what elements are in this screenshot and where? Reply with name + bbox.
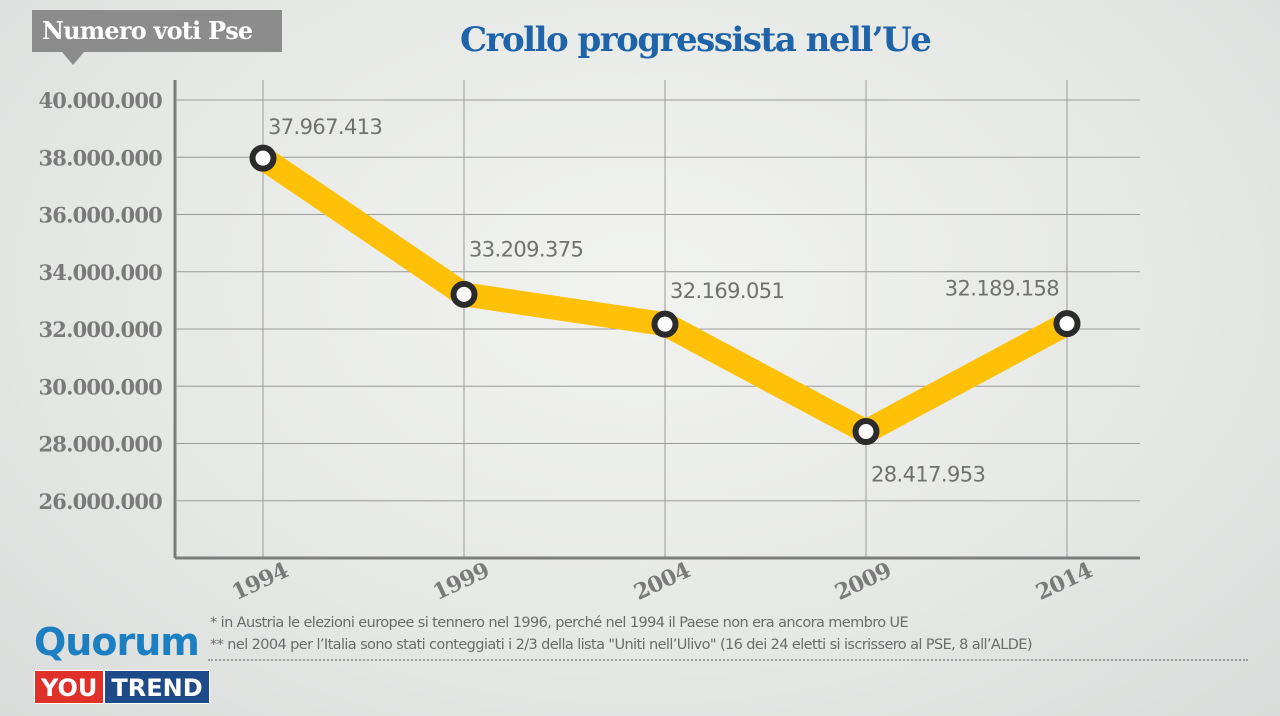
x-tick-label: 2004 [630,557,695,606]
youtrend-logo: YOU TREND [34,670,210,704]
data-label: 32.189.158 [945,277,1059,301]
y-axis-title: Numero voti Pse [32,10,282,52]
y-tick-label: 36.000.000 [38,203,162,228]
x-tick-label: 2014 [1032,557,1097,606]
data-point-marker [249,144,277,172]
y-tick-label: 34.000.000 [38,260,162,285]
x-tick-label: 1999 [429,557,493,605]
footnote-divider [208,659,1248,661]
y-tick-label: 28.000.000 [38,432,162,457]
data-point-marker [852,418,880,446]
y-tick-label: 38.000.000 [38,145,162,170]
data-label: 37.967.413 [268,115,382,139]
data-point-marker [1053,310,1081,338]
x-tick-label: 2009 [831,557,895,605]
chart-title: Crollo progressista nell’Ue [460,20,932,60]
x-tick-label: 1994 [228,557,293,606]
y-tick-label: 32.000.000 [38,317,162,342]
footnotes: * in Austria le elezioni europee si tenn… [210,612,1033,656]
quorum-logo: Quorum [34,620,200,664]
y-tick-label: 30.000.000 [38,374,162,399]
youtrend-logo-you: YOU [34,670,105,704]
data-point-marker [450,280,478,308]
y-axis-title-pointer [62,52,84,65]
y-tick-label: 40.000.000 [38,88,162,113]
data-label: 32.169.051 [670,279,784,303]
footnote-1: * in Austria le elezioni europee si tenn… [210,615,909,631]
data-point-marker [651,310,679,338]
data-label: 28.417.953 [871,463,985,487]
footnote-2: ** nel 2004 per l’Italia sono stati cont… [210,637,1033,653]
youtrend-logo-trend: TREND [104,670,210,704]
data-label: 33.209.375 [469,237,583,261]
y-tick-label: 26.000.000 [38,489,162,514]
